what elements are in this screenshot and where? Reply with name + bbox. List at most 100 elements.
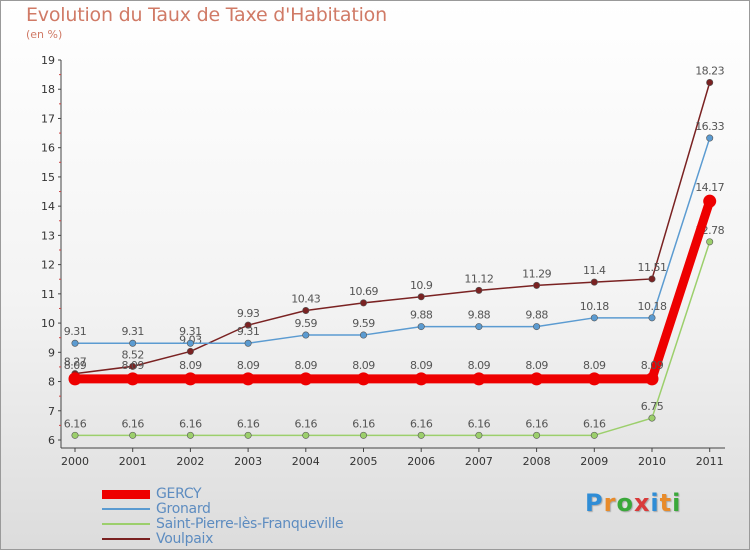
legend-item: Saint-Pierre-lès-Franqueville: [102, 516, 344, 532]
data-point: [71, 339, 79, 347]
data-point: [302, 431, 310, 439]
legend-swatch: [102, 523, 150, 525]
data-label: 8.27: [64, 356, 87, 369]
legend-swatch: [102, 538, 150, 540]
data-point: [587, 372, 601, 386]
data-point: [126, 372, 140, 386]
x-tick-label: 2007: [465, 455, 493, 468]
data-label: 9.31: [121, 325, 144, 338]
data-point: [590, 278, 598, 286]
data-point: [71, 431, 79, 439]
x-tick-label: 2009: [580, 455, 608, 468]
data-label: 9.31: [179, 325, 202, 338]
data-label: 9.88: [410, 309, 433, 322]
logo-letter: o: [616, 489, 634, 517]
legend-item: Voulpaix: [102, 531, 213, 547]
data-point: [648, 314, 656, 322]
data-point: [472, 372, 486, 386]
data-label: 6.16: [237, 417, 260, 430]
data-label: 18.23: [695, 65, 724, 78]
data-label: 6.75: [641, 400, 664, 413]
legend-label: Voulpaix: [156, 531, 214, 547]
data-label: 11.51: [638, 261, 667, 274]
legend-swatch: [102, 508, 150, 510]
data-point: [302, 307, 310, 315]
data-point: [359, 299, 367, 307]
x-tick-label: 2005: [350, 455, 378, 468]
y-tick-label: 15: [41, 171, 55, 184]
data-point: [414, 372, 428, 386]
x-tick-label: 2001: [119, 455, 147, 468]
legend-item: Gronard: [102, 501, 211, 517]
chart-subtitle: (en %): [26, 28, 63, 41]
logo-letter: r: [603, 489, 617, 517]
data-point: [706, 79, 714, 87]
data-point: [186, 347, 194, 355]
data-point: [417, 431, 425, 439]
proxiti-logo: Proxiti: [585, 489, 681, 517]
data-label: 9.31: [64, 325, 87, 338]
data-label: 10.43: [291, 293, 320, 306]
data-label: 10.18: [580, 300, 609, 313]
data-point: [645, 372, 659, 386]
data-label: 10.9: [410, 279, 433, 292]
data-label: 9.59: [295, 317, 318, 330]
data-point: [590, 431, 598, 439]
data-point: [590, 314, 598, 322]
data-label: 9.88: [525, 309, 548, 322]
data-point: [648, 414, 656, 422]
data-point: [186, 339, 194, 347]
y-tick-label: 13: [41, 229, 55, 242]
data-label: 10.69: [349, 285, 378, 298]
y-tick-label: 9: [48, 346, 55, 359]
data-point: [299, 372, 313, 386]
data-point: [359, 431, 367, 439]
data-point: [475, 323, 483, 331]
data-label: 10.18: [638, 300, 667, 313]
data-label: 6.16: [525, 417, 548, 430]
data-point: [129, 339, 137, 347]
data-point: [417, 323, 425, 331]
data-label: 8.09: [121, 359, 144, 372]
data-point: [241, 372, 255, 386]
data-label: 8.09: [525, 359, 548, 372]
data-point: [648, 275, 656, 283]
data-point: [244, 321, 252, 329]
x-tick-label: 2003: [234, 455, 262, 468]
data-point: [357, 372, 370, 386]
data-label: 11.4: [583, 264, 606, 277]
data-label: 16.33: [695, 120, 724, 133]
data-point: [186, 431, 194, 439]
logo-letter: x: [633, 489, 651, 517]
data-label: 6.16: [121, 417, 144, 430]
data-point: [183, 372, 197, 386]
data-point: [533, 323, 541, 331]
data-point: [129, 431, 137, 439]
data-point: [359, 331, 367, 339]
logo-letter: i: [672, 489, 682, 517]
legend-label: GERCY: [156, 486, 202, 502]
data-label: 6.16: [64, 417, 87, 430]
data-label: 6.16: [410, 417, 433, 430]
data-label: 8.09: [352, 359, 375, 372]
x-tick-label: 2011: [696, 455, 724, 468]
logo-letter: t: [659, 489, 673, 517]
data-label: 8.52: [121, 348, 144, 361]
data-label: 11.29: [522, 267, 551, 280]
y-tick-label: 16: [41, 142, 55, 155]
x-tick-label: 2000: [61, 455, 89, 468]
x-tick-label: 2002: [176, 455, 204, 468]
data-label: 6.16: [352, 417, 375, 430]
data-label: 8.09: [410, 359, 433, 372]
legend-swatch: [102, 489, 150, 499]
y-tick-label: 17: [41, 112, 55, 125]
y-tick-label: 10: [41, 317, 55, 330]
data-label: 14.17: [695, 181, 724, 194]
y-tick-label: 11: [41, 288, 55, 301]
series-line-saint-pierre-l-s-franqueville: [75, 241, 711, 437]
logo-letter: i: [650, 489, 660, 517]
data-point: [244, 431, 252, 439]
legend-label: Gronard: [156, 501, 211, 517]
data-label: 6.16: [583, 417, 606, 430]
